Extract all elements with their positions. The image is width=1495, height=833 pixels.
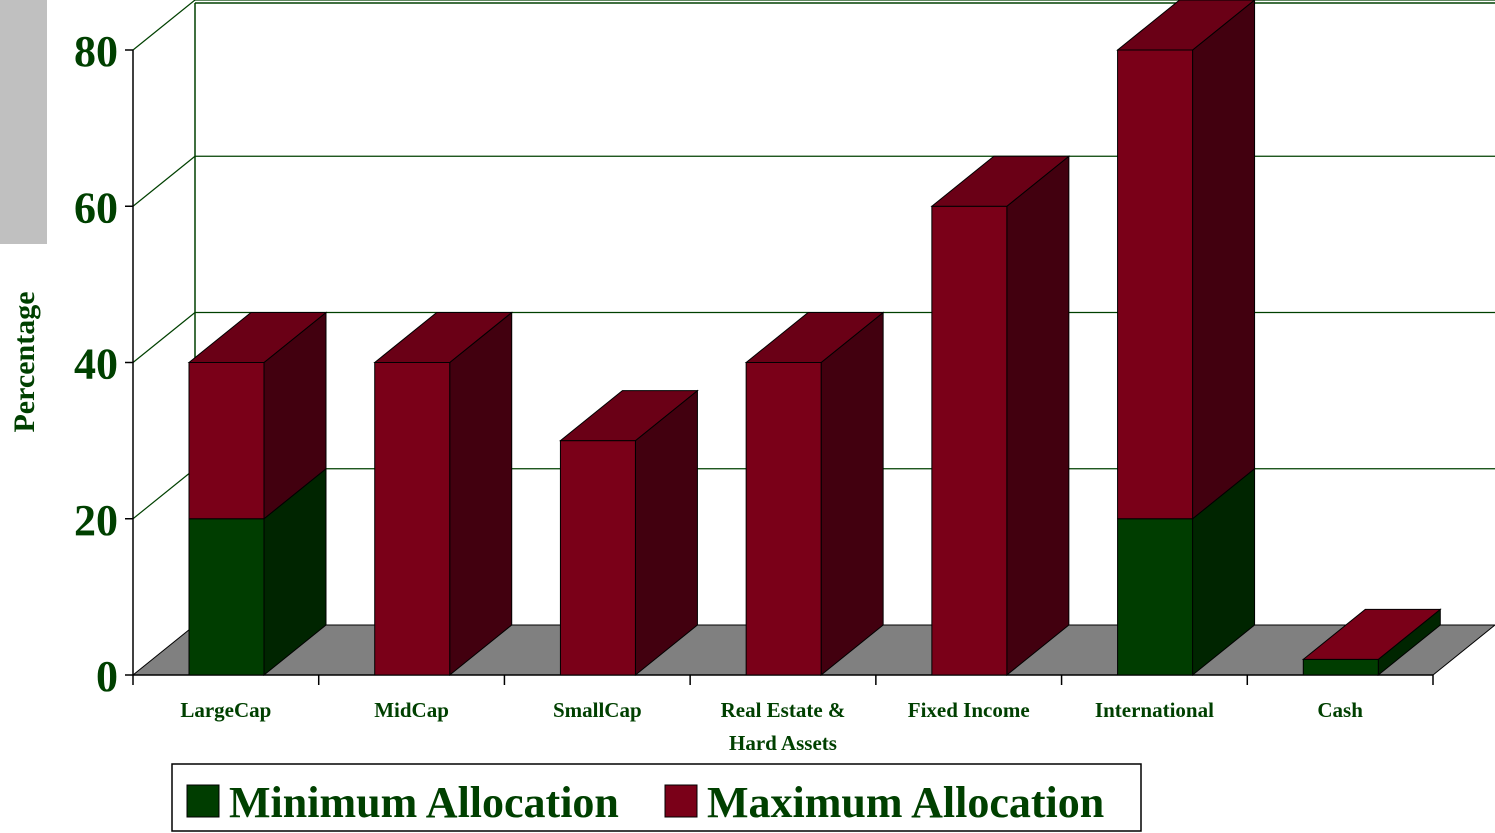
bar-group — [1116, 0, 1256, 677]
bar-side-maximum — [449, 311, 513, 677]
y-tick-label: 60 — [74, 183, 118, 232]
y-tick-labels: 0 20 40 60 80 — [74, 27, 118, 701]
bar-group — [559, 389, 699, 677]
gridline-diagonal — [132, 468, 196, 520]
y-tick-label: 80 — [74, 27, 118, 76]
legend: Minimum Allocation Maximum Allocation — [171, 763, 1142, 832]
y-tick-label: 0 — [96, 652, 118, 701]
gridline-diagonal — [132, 312, 196, 363]
bar-top — [930, 155, 1071, 207]
legend-swatch-maximum — [664, 784, 698, 818]
bar-group — [930, 155, 1071, 677]
side-decoration — [0, 0, 47, 244]
bar-top — [1301, 608, 1442, 660]
legend-label-maximum: Maximum Allocation — [707, 778, 1104, 827]
x-tick-labels: LargeCap MidCap SmallCap Real Estate & Hard … — [180, 698, 1363, 755]
y-tick-label: 20 — [74, 496, 118, 545]
bar-minimum — [188, 518, 265, 676]
bar-top — [373, 312, 514, 363]
bar-minimum — [1302, 658, 1379, 676]
bar-group — [1301, 608, 1442, 677]
bar-group — [744, 311, 885, 677]
gridline-diagonal — [132, 155, 196, 207]
y-axis-label: Percentage — [8, 291, 41, 432]
gridline-diagonal — [132, 0, 196, 51]
bar-group — [373, 311, 514, 677]
y-tick-label: 40 — [74, 340, 118, 389]
bar-side-maximum — [1192, 0, 1256, 520]
x-tick-label: Real Estate & — [721, 698, 846, 722]
bar-maximum — [188, 362, 265, 520]
bar-top — [1116, 0, 1256, 51]
bar-group — [187, 311, 328, 677]
bar-top — [744, 312, 885, 363]
bar-maximum — [1117, 49, 1194, 520]
bar-maximum — [374, 362, 451, 676]
bar-top — [559, 390, 699, 442]
x-tick-label: LargeCap — [180, 698, 271, 722]
x-tick-label: Fixed Income — [908, 698, 1030, 722]
bar-minimum — [1117, 518, 1194, 676]
bar-top — [187, 312, 328, 363]
x-tick-label: MidCap — [374, 698, 449, 722]
bar-maximum — [745, 362, 822, 676]
bar-maximum — [931, 205, 1008, 676]
x-tick-label: Hard Assets — [729, 731, 837, 755]
bars — [187, 0, 1442, 677]
bar-side-maximum — [820, 311, 884, 677]
bar-side-maximum — [1006, 155, 1070, 677]
legend-box — [171, 763, 1142, 832]
x-tick-label: Cash — [1317, 698, 1363, 722]
bar-maximum — [559, 440, 636, 676]
x-tick-label: International — [1095, 698, 1214, 722]
x-tick-label: SmallCap — [553, 698, 642, 722]
legend-label-minimum: Minimum Allocation — [229, 778, 619, 827]
legend-swatch-minimum — [186, 784, 220, 818]
